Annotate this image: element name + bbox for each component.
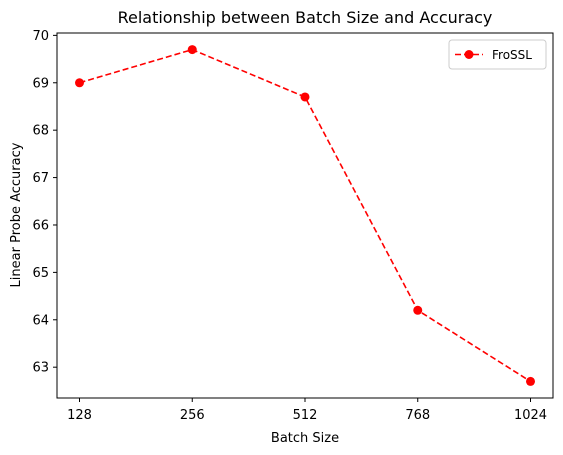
y-tick-label: 68 (32, 124, 49, 139)
y-tick-label: 67 (32, 171, 49, 186)
x-tick-label: 512 (293, 408, 318, 423)
legend-marker (464, 50, 474, 59)
y-axis: 63 64 65 66 67 68 69 70 (32, 29, 57, 376)
data-point (187, 45, 197, 55)
x-tick-label: 1024 (514, 408, 547, 423)
legend-box (448, 39, 547, 70)
x-tick-label: 128 (67, 408, 92, 423)
y-tick-label: 65 (32, 266, 49, 281)
plot-area (56, 32, 554, 399)
legend: FroSSL (448, 39, 547, 70)
y-tick-label: 63 (32, 361, 49, 376)
y-tick-label: 69 (32, 76, 49, 91)
data-point (526, 376, 535, 386)
data-point (75, 78, 84, 88)
x-axis: 128 256 512 768 1024 (67, 398, 547, 423)
series-layer (75, 45, 535, 386)
legend-label-frossl: FroSSL (492, 48, 532, 62)
y-tick-label: 64 (32, 313, 49, 328)
y-tick-label: 66 (32, 218, 49, 233)
y-tick-label: 70 (32, 29, 49, 44)
x-tick-label: 256 (180, 408, 205, 423)
data-point (300, 92, 310, 102)
x-axis-label: Batch Size (271, 431, 339, 446)
data-point (413, 305, 423, 315)
chart-title: Relationship between Batch Size and Accu… (118, 8, 493, 27)
x-tick-label: 768 (405, 408, 430, 423)
y-axis-label: Linear Probe Accuracy (9, 142, 24, 287)
